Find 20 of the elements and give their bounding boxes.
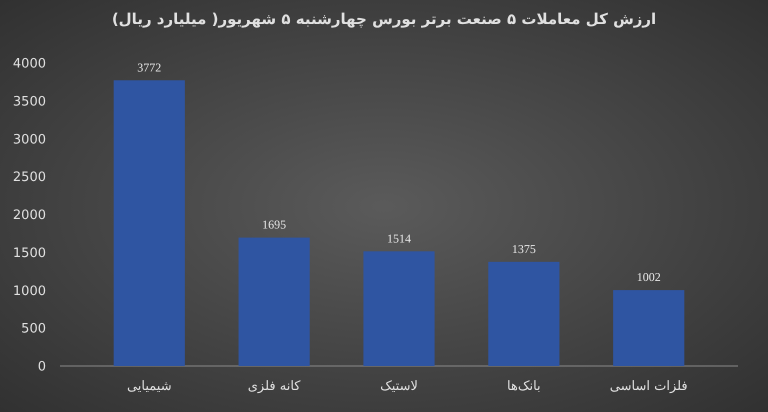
y-tick-label: 1000 xyxy=(12,284,46,299)
y-tick-label: 2000 xyxy=(12,208,46,224)
data-label: 1514 xyxy=(387,231,411,246)
chart-title: ارزش کل معاملات ۵ صنعت برتر بورس چهارشنبه ۵ شهریور( میلیارد ریال) xyxy=(112,10,656,28)
x-tick-label: شیمیایی xyxy=(126,379,172,394)
y-tick-label: 500 xyxy=(21,322,46,337)
y-tick-label: 3500 xyxy=(12,94,46,110)
x-tick-label: فلزات اساسی xyxy=(610,379,688,394)
data-label: 1695 xyxy=(262,218,286,232)
data-label: 1375 xyxy=(512,242,536,256)
x-tick-label: بانک‌ها xyxy=(507,379,541,394)
data-label: 1002 xyxy=(636,270,661,284)
x-tick-label: کانه فلزی xyxy=(248,379,302,394)
y-tick-label: 3000 xyxy=(12,132,46,148)
data-label: 3772 xyxy=(137,60,162,74)
y-tick-label: 0 xyxy=(38,360,46,375)
x-tick-label: لاستیک xyxy=(380,379,418,394)
y-tick-label: 1500 xyxy=(12,246,46,261)
y-tick-label: 4000 xyxy=(12,56,46,72)
y-tick-label: 2500 xyxy=(12,170,46,186)
